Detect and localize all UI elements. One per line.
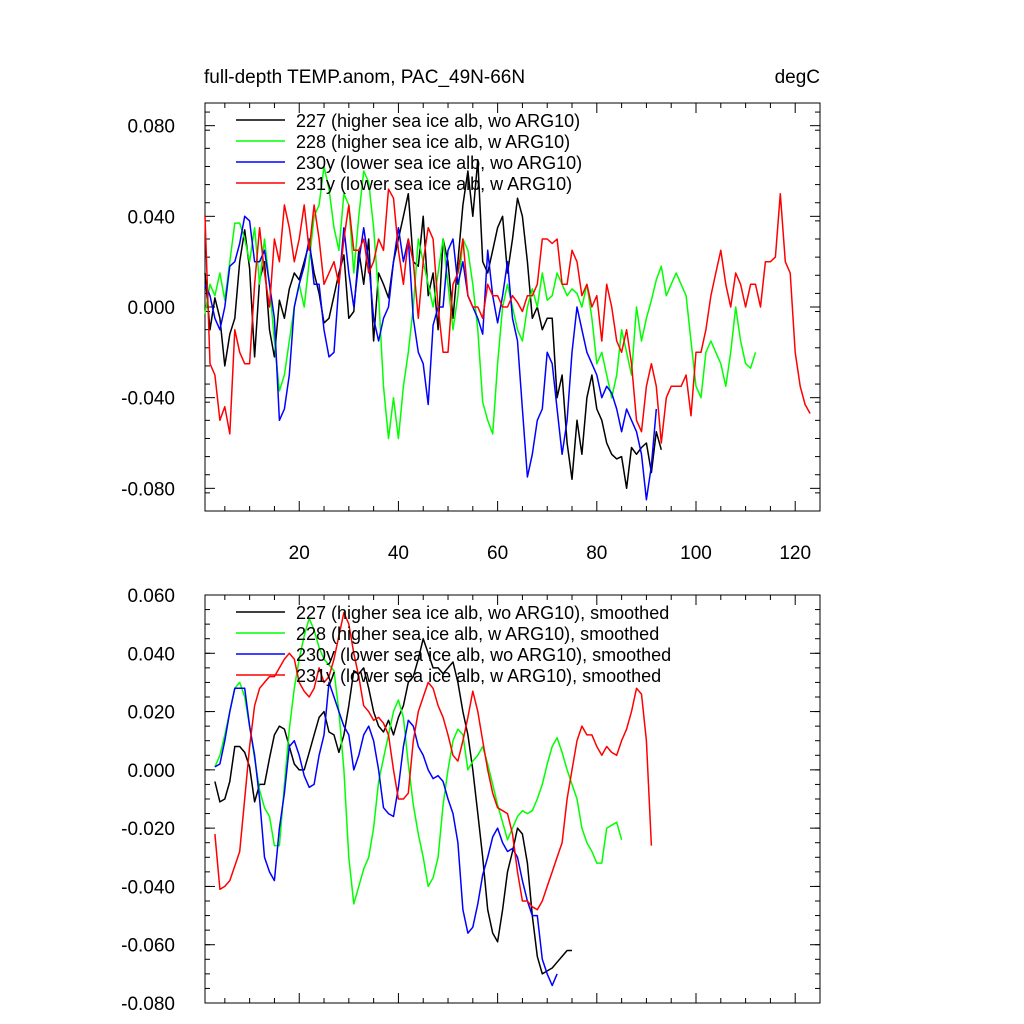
legend-label: 227 (higher sea ice alb, wo ARG10), smoo…	[296, 603, 669, 623]
y-tick-label: 0.040	[127, 207, 175, 228]
series-line	[214, 611, 653, 911]
legend-label: 231y (lower sea ice alb, w ARG10), smoot…	[296, 666, 661, 686]
top-panel: -0.080 -0.040 0.000 0.040 0.080 20 40 60 80 100 12…	[121, 102, 821, 564]
series-line	[214, 681, 558, 987]
series-line	[204, 158, 663, 490]
units-label: degC	[775, 67, 820, 88]
y-tick-label: -0.080	[121, 479, 175, 500]
y-tick-label: 0.020	[127, 703, 175, 724]
series-line	[204, 188, 811, 444]
x-tick-label: 80	[586, 543, 607, 564]
x-tick-label: 120	[779, 543, 811, 564]
y-tick-label: -0.040	[121, 389, 175, 410]
x-tick-label: 100	[680, 543, 712, 564]
y-tick-label: -0.080	[121, 994, 175, 1015]
y-tick-label: -0.060	[121, 936, 175, 957]
legend-label: 228 (higher sea ice alb, w ARG10)	[296, 132, 570, 152]
series-line	[214, 637, 572, 975]
legend-label: 231y (lower sea ice alb, w ARG10)	[296, 174, 572, 194]
y-tick-label: -0.020	[121, 819, 175, 840]
x-tick-label: 20	[289, 543, 310, 564]
y-tick-label: 0.000	[127, 298, 175, 319]
y-tick-label: 0.040	[127, 644, 175, 665]
series-line	[204, 215, 658, 501]
y-tick-label: 0.060	[127, 586, 175, 607]
bottom-panel: -0.080 -0.060 -0.040 -0.020 0.000 0.020 0.040 0…	[121, 586, 821, 1015]
legend-label: 227 (higher sea ice alb, wo ARG10)	[296, 111, 580, 131]
x-tick-label: 40	[388, 543, 409, 564]
legend-label: 230y (lower sea ice alb, wo ARG10), smoo…	[296, 645, 671, 665]
y-tick-label: -0.040	[121, 877, 175, 898]
legend-label: 228 (higher sea ice alb, w ARG10), smoot…	[296, 624, 659, 644]
chart-title: full-depth TEMP.anom, PAC_49N-66N	[204, 67, 525, 88]
y-tick-label: 0.080	[127, 117, 175, 138]
legend-label: 230y (lower sea ice alb, wo ARG10)	[296, 153, 582, 173]
x-tick-label: 60	[487, 543, 508, 564]
y-tick-label: 0.000	[127, 761, 175, 782]
